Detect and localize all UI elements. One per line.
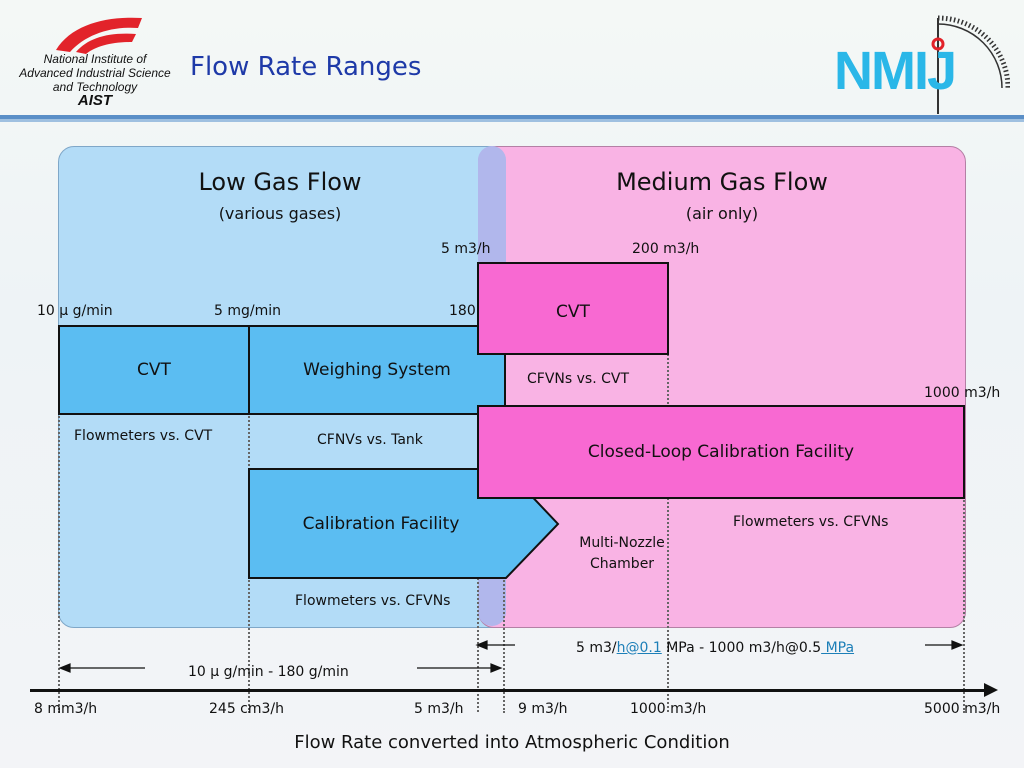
medium-panel-subtitle: (air only) [685, 204, 759, 223]
low-panel-subtitle: (various gases) [218, 204, 342, 223]
multi-nozzle-line-2: Chamber [589, 556, 655, 572]
header-divider-light [0, 119, 1024, 122]
org-line-3: and Technology [52, 80, 138, 94]
medium-range-link-2[interactable]: MPa [821, 640, 855, 656]
header-divider [0, 115, 1024, 119]
flow-rate-axis [30, 689, 986, 692]
label-200m3h: 200 m3/h [632, 241, 700, 257]
cvt-low-label: CVT [137, 360, 171, 380]
label-5m3h-top: 5 m3/h [441, 241, 491, 257]
medium-range-link-1[interactable]: h@0.1 [616, 640, 662, 656]
cvt-low-box: CVT [58, 325, 250, 415]
note-flowmeters-vs-cvt: Flowmeters vs. CVT [74, 428, 213, 444]
guide-line-5000m3h [963, 405, 965, 713]
org-short-name: AIST [77, 92, 113, 109]
low-panel-title: Low Gas Flow [198, 168, 362, 196]
weighing-system-box: Weighing System [248, 325, 506, 415]
closed-loop-facility-label: Closed-Loop Calibration Facility [587, 442, 855, 462]
medium-range-span-label: 5 m3/h@0.1 MPa - 1000 m3/h@0.5 MPa [576, 640, 854, 656]
nmij-logo: NMIJ [834, 41, 957, 101]
cvt-medium-label: CVT [556, 302, 590, 322]
guide-line-8mm3h [58, 325, 60, 713]
org-line-1: National Institute of [43, 52, 147, 66]
multi-nozzle-line-1: Multi-Nozzle [579, 535, 665, 551]
note-cfnvs-vs-tank: CFNVs vs. Tank [317, 432, 423, 448]
axis-caption: Flow Rate converted into Atmospheric Con… [294, 732, 730, 753]
low-range-span-label: 10 μ g/min - 180 g/min [188, 664, 349, 680]
axis-tick-8mm3h: 8 mm3/h [34, 701, 98, 717]
aist-org-name: National Institute of Advanced Industria… [10, 52, 180, 108]
medium-range-part-b: MPa - 1000 m3/h@0.5 [661, 640, 822, 656]
note-multi-nozzle-chamber: Multi-Nozzle Chamber [562, 533, 682, 575]
label-5mg-min: 5 mg/min [214, 303, 281, 319]
axis-tick-9m3h: 9 m3/h [518, 701, 568, 717]
medium-gas-flow-panel [478, 146, 966, 628]
axis-arrow-head [984, 683, 998, 697]
axis-tick-5m3h: 5 m3/h [414, 701, 464, 717]
label-10ug-min: 10 μ g/min [37, 303, 113, 319]
label-1000m3h: 1000 m3/h [924, 385, 1001, 401]
cvt-medium-box: CVT [477, 262, 669, 355]
org-line-2: Advanced Industrial Science [19, 66, 171, 80]
medium-panel-title: Medium Gas Flow [616, 168, 828, 196]
closed-loop-facility-box: Closed-Loop Calibration Facility [477, 405, 965, 499]
axis-tick-245cm3h: 245 cm3/h [209, 701, 285, 717]
medium-range-part-a: 5 m3/ [576, 640, 617, 656]
aist-logo-icon [56, 17, 142, 54]
note-flowmeters-vs-cfvns-medium: Flowmeters vs. CFVNs [733, 514, 889, 530]
axis-tick-1000m3h: 1000 m3/h [630, 701, 707, 717]
note-flowmeters-vs-cfvns-low: Flowmeters vs. CFVNs [295, 593, 451, 609]
note-cfvns-vs-cvt: CFVNs vs. CVT [527, 371, 630, 387]
weighing-system-label: Weighing System [303, 360, 451, 380]
axis-tick-5000m3h: 5000 m3/h [924, 701, 1001, 717]
page-title: Flow Rate Ranges [190, 52, 422, 82]
calibration-facility-label: Calibration Facility [302, 514, 460, 534]
gauge-dial-icon [931, 15, 1010, 114]
